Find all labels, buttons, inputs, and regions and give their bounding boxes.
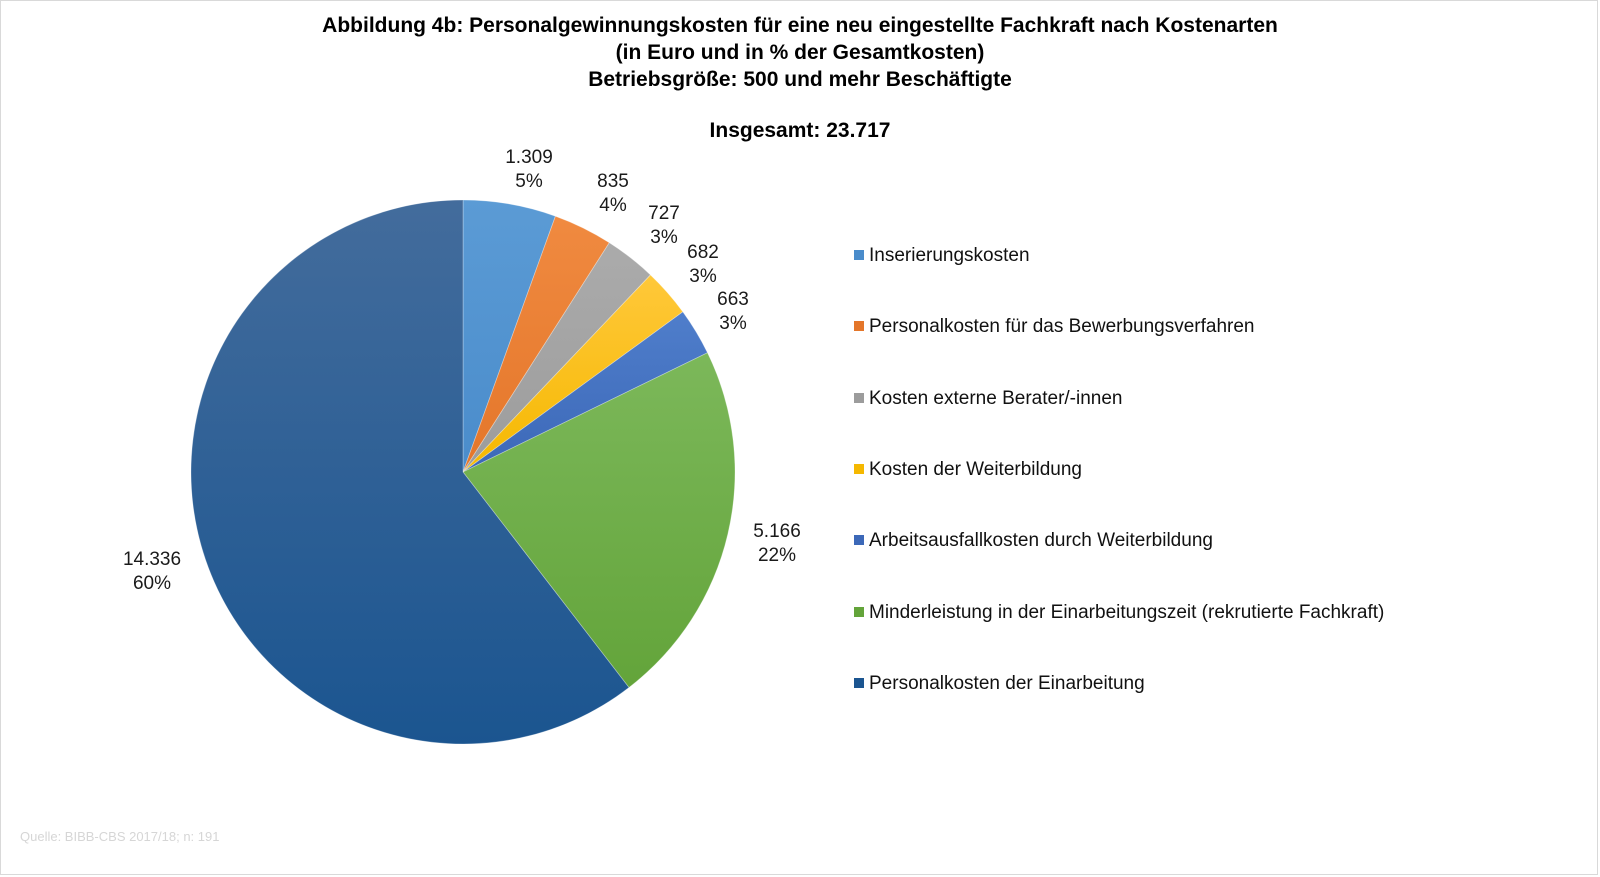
data-label-value: 1.309 — [505, 147, 553, 168]
legend-item: Inserierungskosten — [854, 244, 1030, 268]
data-label: 835 4% — [568, 170, 658, 218]
legend-item: Personalkosten der Einarbeitung — [854, 672, 1145, 696]
legend-swatch — [854, 463, 864, 474]
data-label-value: 5.166 — [753, 521, 801, 542]
pie-slice — [462, 199, 556, 473]
chart-title: Abbildung 4b: Personalgewinnungskosten f… — [322, 14, 1278, 37]
legend-swatch — [854, 321, 864, 332]
legend-item: Minderleistung in der Einarbeitungszeit … — [854, 601, 1384, 625]
data-label-percent: 60% — [132, 573, 172, 594]
legend-label: Arbeitsausfallkosten durch Weiterbildung — [869, 530, 1213, 552]
data-label-percent: 3% — [689, 266, 717, 287]
total-label: Insgesamt: 23.717 — [709, 119, 891, 142]
data-label-value: 835 — [597, 171, 629, 192]
legend-swatch — [854, 606, 864, 617]
legend-item: Personalkosten für das Bewerbungsverfahr… — [854, 315, 1255, 339]
legend-swatch — [854, 250, 864, 260]
data-label-value: 663 — [717, 289, 749, 310]
legend-item: Kosten der Weiterbildung — [854, 458, 1082, 482]
data-label: 14.336 60% — [107, 548, 197, 596]
pie-slice — [462, 215, 610, 473]
data-label: 727 3% — [619, 202, 709, 250]
chart-title-block: Abbildung 4b: Personalgewinnungskosten f… — [0, 12, 1600, 93]
legend-label: Kosten externe Berater/-innen — [869, 387, 1123, 409]
legend-label: Inserierungskosten — [869, 245, 1030, 266]
pie-slice — [462, 242, 652, 473]
data-label: 1.309 5% — [484, 146, 574, 194]
data-label-value: 727 — [648, 203, 680, 224]
legend-label: Minderleistung in der Einarbeitungszeit … — [869, 601, 1385, 623]
data-label-percent: 22% — [757, 545, 797, 566]
pie-slice — [462, 352, 736, 689]
pie-slice — [190, 199, 630, 745]
legend-label: Personalkosten der Einarbeitung — [869, 672, 1145, 694]
legend-item: Kosten externe Berater/-innen — [854, 387, 1123, 411]
data-label: 663 3% — [688, 288, 778, 336]
data-label-percent: 5% — [515, 171, 543, 192]
legend-swatch — [854, 392, 864, 403]
data-label-value: 14.336 — [122, 549, 182, 570]
data-label-percent: 3% — [650, 227, 678, 248]
source-note: Quelle: BIBB-CBS 2017/18; n: 191 — [20, 829, 220, 844]
legend-item: Arbeitsausfallkosten durch Weiterbildung — [854, 529, 1213, 553]
pie-slice — [462, 274, 684, 473]
data-label: 5.166 22% — [732, 520, 822, 568]
data-label-percent: 3% — [719, 313, 747, 334]
data-label-percent: 4% — [599, 195, 627, 216]
data-label-value: 682 — [687, 242, 719, 263]
pie-slice — [462, 311, 708, 473]
data-label: 682 3% — [658, 241, 748, 289]
legend-label: Kosten der Weiterbildung — [869, 458, 1082, 480]
chart-subtitle-2: Betriebsgröße: 500 und mehr Beschäftigte — [588, 68, 1012, 91]
legend-swatch — [854, 535, 864, 546]
legend-label: Personalkosten für das Bewerbungsverfahr… — [869, 316, 1255, 338]
legend-swatch — [854, 677, 864, 688]
chart-subtitle-1: (in Euro und in % der Gesamtkosten) — [615, 41, 985, 64]
